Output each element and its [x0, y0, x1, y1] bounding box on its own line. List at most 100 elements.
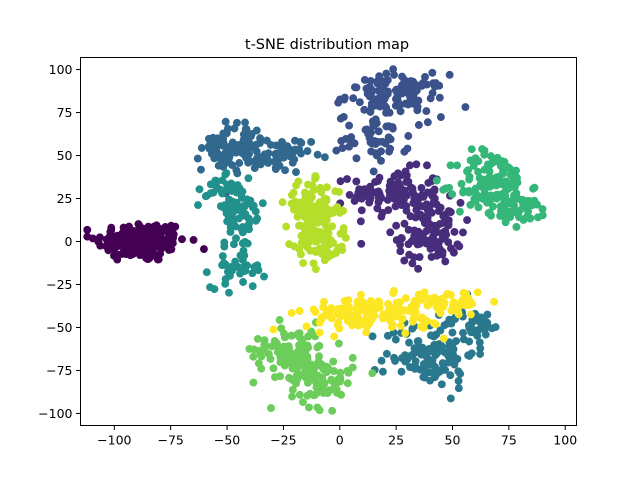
- scatter-point: [420, 373, 429, 382]
- scatter-point: [290, 242, 299, 251]
- scatter-point: [255, 346, 264, 355]
- scatter-point: [194, 201, 202, 209]
- scatter-point: [454, 310, 463, 319]
- scatter-point: [311, 202, 320, 211]
- scatter-point: [328, 238, 336, 247]
- scatter-point: [401, 351, 409, 360]
- scatter-point: [352, 83, 361, 92]
- scatter-point: [223, 180, 232, 189]
- scatter-point: [245, 225, 253, 234]
- scatter-point: [157, 237, 166, 246]
- scatter-point: [161, 223, 170, 231]
- scatter-point: [102, 235, 111, 244]
- scatter-point: [303, 147, 312, 156]
- scatter-point: [240, 211, 249, 220]
- scatter-point: [305, 403, 313, 412]
- scatter-point: [221, 275, 230, 284]
- scatter-point: [392, 183, 401, 192]
- scatter-point: [397, 367, 406, 376]
- scatter-point: [412, 160, 421, 169]
- scatter-point: [413, 337, 422, 346]
- scatter-point: [430, 373, 439, 382]
- scatter-point: [124, 243, 132, 252]
- scatter-point: [135, 222, 144, 231]
- scatter-point: [429, 197, 438, 206]
- scatter-point: [378, 367, 387, 376]
- scatter-point: [272, 149, 280, 158]
- scatter-point: [303, 341, 312, 350]
- scatter-point: [248, 282, 257, 291]
- scatter-point: [455, 207, 464, 216]
- scatter-point: [313, 343, 322, 352]
- scatter-point: [487, 324, 496, 333]
- scatter-point: [345, 121, 354, 130]
- scatter-point: [335, 324, 344, 333]
- scatter-point: [216, 202, 225, 211]
- scatter-point: [444, 358, 453, 367]
- scatter-point: [291, 136, 299, 145]
- scatter-point: [480, 185, 489, 194]
- scatter-point: [426, 225, 435, 234]
- scatter-point: [389, 289, 398, 298]
- scatter-point: [371, 178, 380, 186]
- scatter-point: [310, 226, 319, 235]
- scatter-point: [465, 175, 474, 184]
- scatter-point: [357, 206, 366, 215]
- scatter-point: [238, 239, 247, 248]
- scatter-point: [322, 195, 331, 204]
- scatter-points: [83, 65, 547, 415]
- scatter-point: [279, 140, 288, 149]
- scatter-point: [530, 183, 539, 192]
- scatter-point: [392, 299, 401, 307]
- scatter-point: [215, 152, 224, 161]
- x-tick-label: 75: [501, 433, 517, 448]
- scatter-point: [241, 118, 249, 127]
- y-tick-label: 100: [49, 62, 73, 77]
- scatter-point: [330, 332, 339, 341]
- scatter-point: [244, 174, 253, 183]
- scatter-point: [228, 197, 237, 206]
- scatter-point: [441, 257, 450, 266]
- scatter-point: [430, 237, 439, 245]
- scatter-point: [448, 190, 457, 199]
- scatter-point: [401, 357, 410, 366]
- scatter-point: [339, 227, 348, 236]
- scatter-point: [355, 98, 364, 107]
- scatter-point: [412, 200, 421, 209]
- scatter-point: [400, 256, 409, 265]
- scatter-point: [264, 350, 273, 358]
- y-tick-label: −100: [38, 406, 72, 421]
- scatter-point: [473, 191, 482, 200]
- scatter-point: [454, 376, 463, 385]
- scatter-point: [387, 323, 396, 332]
- scatter-point: [311, 172, 320, 180]
- y-tick-label: 75: [57, 105, 73, 120]
- scatter-point: [349, 94, 358, 103]
- scatter-point: [538, 211, 547, 220]
- scatter-point: [526, 214, 535, 223]
- scatter-point: [430, 186, 439, 195]
- scatter-point: [288, 158, 297, 167]
- scatter-point: [266, 140, 275, 149]
- scatter-point: [404, 240, 413, 249]
- scatter-point: [436, 326, 445, 335]
- scatter-point: [313, 403, 322, 412]
- scatter-point: [377, 212, 386, 221]
- scatter-point: [422, 361, 431, 370]
- scatter-point: [202, 268, 211, 277]
- scatter-point: [309, 259, 318, 268]
- scatter-point: [439, 334, 448, 343]
- scatter-point: [431, 320, 440, 329]
- scatter-point: [337, 242, 346, 251]
- scatter-point: [379, 93, 387, 102]
- scatter-point: [324, 364, 333, 373]
- scatter-point: [437, 380, 446, 389]
- scatter-point: [442, 291, 451, 299]
- scatter-point: [319, 303, 328, 312]
- scatter-point: [264, 149, 273, 158]
- scatter-point: [356, 217, 365, 226]
- scatter-point: [439, 228, 448, 237]
- scatter-point: [391, 335, 400, 344]
- scatter-point: [519, 215, 528, 224]
- scatter-point: [287, 331, 296, 340]
